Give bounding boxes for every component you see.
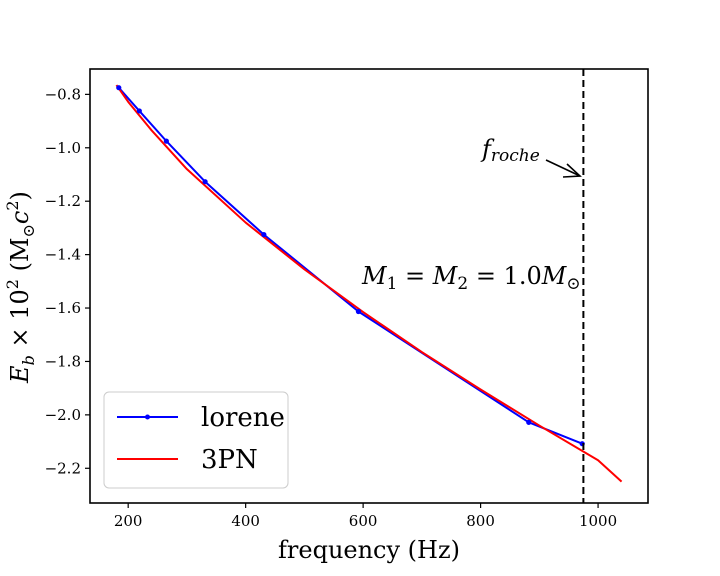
y-tick-label: −2.2: [45, 459, 81, 477]
y-tick-label: −1.0: [45, 139, 81, 157]
data-point-lorene: [202, 179, 208, 185]
data-point-lorene: [261, 231, 267, 238]
data-point-lorene: [136, 108, 142, 114]
legend: lorene 3PN: [103, 391, 289, 489]
x-tick-label: 600: [349, 512, 378, 530]
axes: 200 400 600 800 1000 −0.8 −1.0 −1.2 −1.4 −1.6 −1.8…: [45, 68, 649, 530]
y-tick-label: −2.0: [45, 406, 81, 424]
data-point-lorene: [526, 419, 532, 425]
series-line-lorene: [118, 87, 583, 445]
y-tick-label: −1.6: [45, 299, 81, 317]
y-tick-label: −0.8: [45, 85, 81, 103]
series-line-3pn: [115, 84, 623, 483]
froche-label: froche: [480, 135, 540, 166]
plot-area: [115, 69, 623, 503]
axes-frame: [89, 68, 649, 504]
legend-label-lorene: lorene: [201, 403, 285, 433]
data-point-lorene: [116, 85, 122, 91]
data-point-lorene: [163, 138, 169, 144]
y-tick-label: −1.8: [45, 352, 81, 370]
froche-arrow: [545, 159, 582, 178]
y-tick-label: −1.2: [45, 192, 81, 210]
x-tick-label: 1000: [579, 512, 617, 530]
mass-annotation: M1 = M2 = 1.0M⊙: [361, 262, 581, 294]
y-tick-label: −1.4: [45, 246, 81, 264]
x-tick-label: 200: [114, 512, 143, 530]
legend-marker-lorene: [145, 414, 150, 420]
x-tick-label: 800: [466, 512, 495, 530]
x-tick-label: 400: [231, 512, 260, 530]
y-axis-title: Eb × 102 (M⊙c2): [3, 191, 38, 384]
legend-label-3pn: 3PN: [201, 445, 258, 475]
data-point-lorene: [355, 308, 362, 315]
x-axis-title: frequency (Hz): [278, 536, 460, 564]
